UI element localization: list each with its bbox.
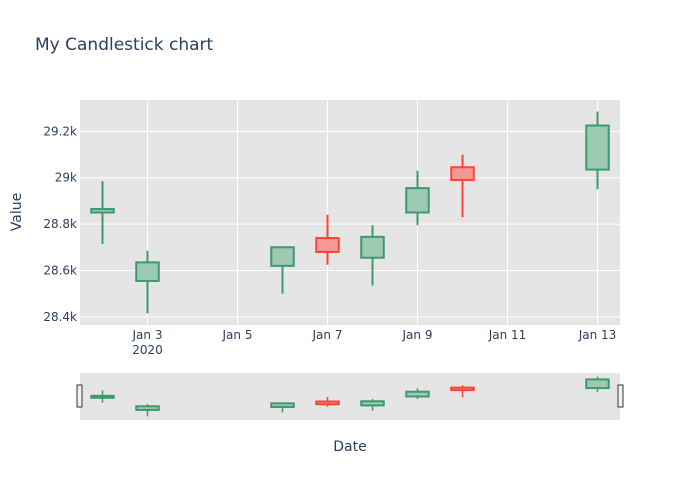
mini-candle-decreasing xyxy=(450,385,475,398)
mini-candle-body xyxy=(270,402,295,408)
x-tick-year-label: 2020 xyxy=(132,343,163,357)
candle-decreasing xyxy=(450,154,475,218)
x-tick-label: Jan 13 xyxy=(578,328,617,342)
y-tick-label: 28.8k xyxy=(43,217,77,231)
mini-candle-increasing xyxy=(585,376,610,392)
candle-increasing xyxy=(135,250,160,314)
y-tick-label: 28.6k xyxy=(43,263,77,277)
candle-body xyxy=(90,208,115,214)
x-tick-label: Jan 7 xyxy=(312,328,343,342)
candle-body xyxy=(450,166,475,182)
range-slider-left-handle[interactable] xyxy=(76,384,83,408)
candle-increasing xyxy=(360,225,385,286)
y-tick-label: 28.4k xyxy=(43,310,77,324)
y-tick-label: 29.2k xyxy=(43,124,77,138)
candle-body xyxy=(360,235,385,259)
range-slider-candles xyxy=(90,376,610,417)
mini-candle-increasing xyxy=(270,402,295,413)
range-slider-right-handle[interactable] xyxy=(617,384,624,408)
range-slider-background xyxy=(80,373,620,420)
plot-area xyxy=(80,100,620,325)
mini-candle-body xyxy=(90,394,115,399)
y-axis-title: Value xyxy=(9,193,25,231)
candle-body xyxy=(405,187,430,214)
mini-candle-body xyxy=(405,390,430,398)
candle-increasing xyxy=(405,170,430,226)
mini-candle-increasing xyxy=(135,404,160,417)
mini-candle-body xyxy=(360,400,385,407)
mini-candle-body xyxy=(585,378,610,390)
plot-background xyxy=(80,100,620,325)
x-axis-title: Date xyxy=(333,439,366,455)
range-slider[interactable] xyxy=(76,373,624,420)
x-tick-label: Jan 3 xyxy=(132,328,163,342)
candle-increasing xyxy=(270,246,295,294)
candle-decreasing xyxy=(315,214,340,265)
mini-candle-increasing xyxy=(90,390,115,403)
x-tick-label: Jan 5 xyxy=(222,328,253,342)
mini-candle-body xyxy=(450,386,475,392)
candle-body xyxy=(315,237,340,253)
mini-candle-increasing xyxy=(360,399,385,411)
candle-increasing xyxy=(585,111,610,190)
mini-candle-increasing xyxy=(405,388,430,400)
mini-candle-decreasing xyxy=(315,396,340,407)
mini-candle-body xyxy=(135,405,160,411)
candle-body xyxy=(270,246,295,267)
x-tick-label: Jan 11 xyxy=(488,328,527,342)
mini-candle-body xyxy=(315,400,340,406)
candle-increasing xyxy=(90,181,115,244)
y-tick-label: 29k xyxy=(55,171,77,185)
candles xyxy=(90,111,610,314)
x-tick-label: Jan 9 xyxy=(402,328,433,342)
candle-body xyxy=(585,124,610,171)
candle-body xyxy=(135,261,160,282)
chart-title: My Candlestick chart xyxy=(35,35,214,55)
